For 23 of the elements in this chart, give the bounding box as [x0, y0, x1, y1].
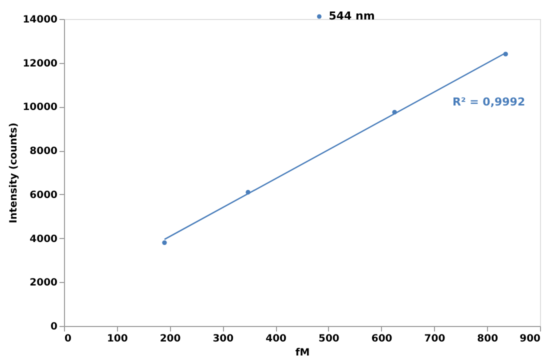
y-tick-label: 0 [50, 322, 58, 332]
point [162, 240, 167, 246]
x-tick-label: 400 [266, 334, 287, 344]
y-axis-title: Intensity (counts) [8, 122, 20, 224]
x-tick-label: 700 [424, 334, 446, 344]
y-tick-label: 2000 [30, 278, 58, 289]
y-tick-label: 10000 [22, 102, 58, 114]
x-tick-label: 800 [477, 334, 498, 344]
x-tick-label: 100 [106, 334, 128, 344]
x-tick-label: 900 [520, 334, 541, 344]
x-axis-title: fM [295, 348, 310, 358]
y-tick-label: 14000 [22, 14, 58, 26]
y-tick-label: 12000 [22, 58, 58, 70]
x-tick-label: 200 [160, 334, 181, 344]
x-tick-label: 300 [212, 334, 234, 344]
x-tick-label: 0 [64, 334, 72, 344]
y-tick-label: 8000 [30, 146, 58, 158]
y-tick-label: 6000 [30, 190, 58, 201]
x-tick-label: 600 [371, 334, 392, 344]
legend-label: 544 nm [328, 10, 375, 22]
annotation: R² = 0,9992 [452, 95, 526, 108]
y-tick-label: 4000 [30, 234, 58, 245]
x-tick-label: 500 [318, 334, 340, 344]
